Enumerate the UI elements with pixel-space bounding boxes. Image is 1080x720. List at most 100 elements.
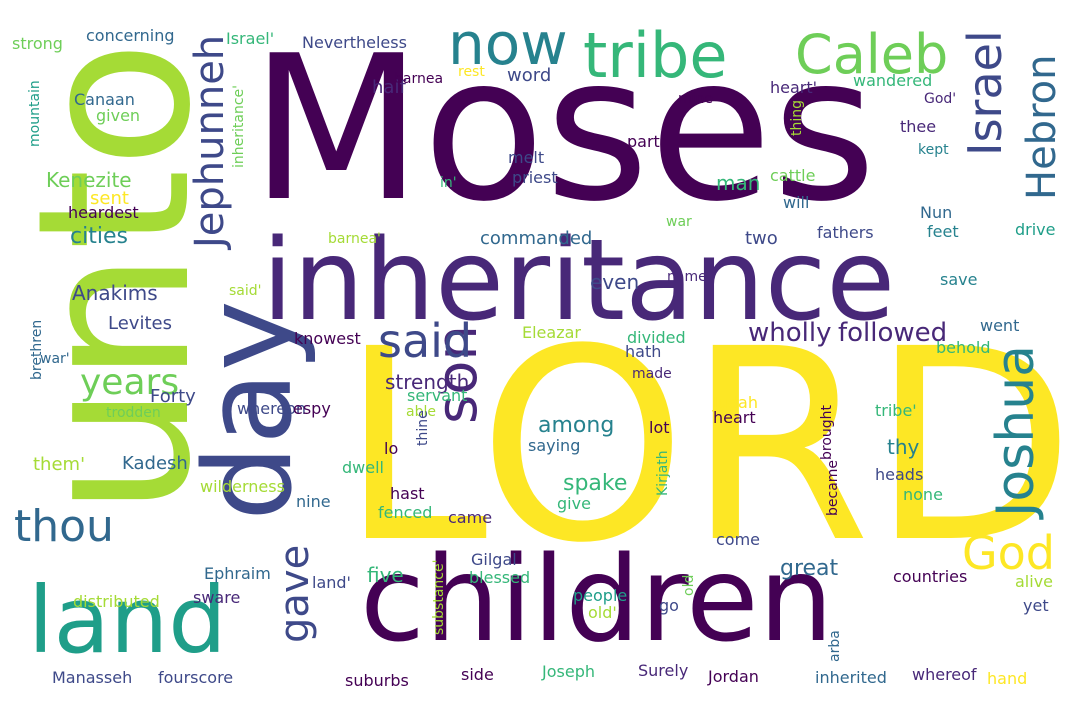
cloud-word: heardest (68, 203, 139, 222)
cloud-word: Jephunneh (187, 34, 233, 248)
cloud-word: half (372, 77, 406, 98)
cloud-word: able (406, 404, 436, 420)
cloud-word: concerning (86, 26, 175, 45)
cloud-word: go (659, 596, 679, 615)
cloud-word: Israel (958, 30, 1012, 156)
cloud-word: thou (14, 501, 114, 552)
cloud-word: Moses (250, 13, 877, 246)
cloud-word: hath (625, 342, 662, 361)
cloud-word: yet (1023, 596, 1049, 615)
cloud-word: lot (649, 418, 670, 437)
cloud-word: Gilgal (471, 550, 517, 569)
cloud-word: thy (887, 435, 920, 459)
cloud-word: barnea' (328, 231, 381, 247)
cloud-word: thee (900, 117, 937, 136)
cloud-word: years (80, 362, 180, 403)
cloud-word: God (962, 526, 1055, 580)
cloud-word: Joshua (986, 344, 1046, 517)
cloud-word: two (745, 228, 778, 249)
cloud-word: land (28, 567, 227, 674)
cloud-word: Jordan (708, 667, 759, 686)
cloud-word: none (903, 485, 943, 504)
cloud-word: divided (627, 328, 686, 347)
cloud-word: sent (90, 188, 129, 209)
cloud-word: lo (384, 439, 399, 458)
cloud-word: inherited (815, 668, 887, 687)
cloud-word: gave (272, 544, 318, 643)
cloud-word: heads (875, 465, 924, 484)
cloud-word: espy (293, 399, 331, 418)
cloud-word: Canaan (74, 90, 135, 109)
cloud-word: wandered (853, 71, 933, 90)
cloud-word: made (632, 366, 672, 382)
cloud-word: word (507, 65, 552, 86)
cloud-word: strength (385, 370, 470, 394)
cloud-word: Judah (713, 393, 758, 412)
cloud-word: strong (12, 34, 63, 53)
cloud-word: Kirjath (655, 450, 671, 496)
cloud-word: old (681, 574, 697, 596)
cloud-word: tribe (583, 19, 728, 92)
cloud-word: Anakims (72, 281, 158, 305)
cloud-word: heart (713, 408, 756, 427)
cloud-word: war' (40, 351, 70, 367)
cloud-word: barnea (394, 71, 444, 87)
cloud-word: five (367, 563, 404, 587)
cloud-word: in' (440, 175, 457, 191)
cloud-word: whereof (912, 665, 977, 684)
cloud-word: sware (193, 588, 241, 607)
cloud-word: name (667, 269, 707, 285)
cloud-word: brought (819, 404, 835, 460)
cloud-word: Levites (108, 313, 172, 334)
cloud-word: will (783, 193, 810, 212)
cloud-word: side (461, 665, 494, 684)
cloud-word: heart' (770, 78, 818, 97)
cloud-word: give (557, 494, 591, 513)
cloud-word: came (448, 508, 493, 527)
cloud-word: substance' (431, 559, 447, 635)
cloud-word: old' (588, 603, 617, 622)
cloud-word: Eleazar (522, 323, 581, 342)
cloud-word: priest (512, 168, 558, 187)
cloud-word: alive (1015, 572, 1054, 591)
cloud-word: kept (918, 142, 949, 158)
cloud-word: them' (33, 454, 86, 475)
cloud-word: feet (927, 222, 959, 241)
cloud-word: great (780, 556, 839, 581)
cloud-word: fourscore (158, 668, 234, 687)
cloud-word: commanded (480, 228, 593, 249)
cloud-word: rest (458, 64, 485, 80)
cloud-word: fenced (378, 503, 433, 522)
cloud-word: God' (924, 91, 957, 107)
cloud-word: dwell (342, 458, 384, 477)
cloud-word: war (666, 214, 692, 230)
cloud-word: Manasseh (52, 668, 133, 687)
cloud-word: land' (312, 573, 351, 592)
cloud-word: Surely (638, 661, 689, 680)
cloud-word: inheritance' (231, 85, 247, 168)
cloud-word: Nun (920, 203, 953, 222)
cloud-word: nine (296, 492, 331, 511)
cloud-word: inheritance (262, 216, 896, 346)
cloud-word: went (980, 316, 1020, 335)
cloud-word: distributed (73, 592, 160, 611)
cloud-word: saying (528, 436, 581, 455)
cloud-word: Joseph (542, 662, 595, 681)
cloud-word: Kadesh (122, 453, 188, 474)
cloud-word: thine (415, 410, 431, 446)
cloud-word: now (448, 10, 568, 78)
cloud-word: spake (563, 471, 628, 496)
cloud-word: Nevertheless (302, 33, 407, 52)
cloud-word: people (573, 586, 628, 605)
cloud-word: melt (508, 148, 545, 167)
cloud-word: countries (893, 567, 968, 586)
cloud-word: hast (390, 484, 425, 503)
cloud-word: said' (229, 283, 262, 299)
cloud-word: cattle (770, 166, 816, 185)
cloud-word: mine (678, 91, 714, 107)
cloud-word: said (378, 314, 473, 368)
cloud-word: tribe' (875, 401, 917, 420)
cloud-word: come (716, 530, 761, 549)
cloud-word: among (538, 413, 615, 438)
cloud-word: knowest (294, 329, 361, 348)
